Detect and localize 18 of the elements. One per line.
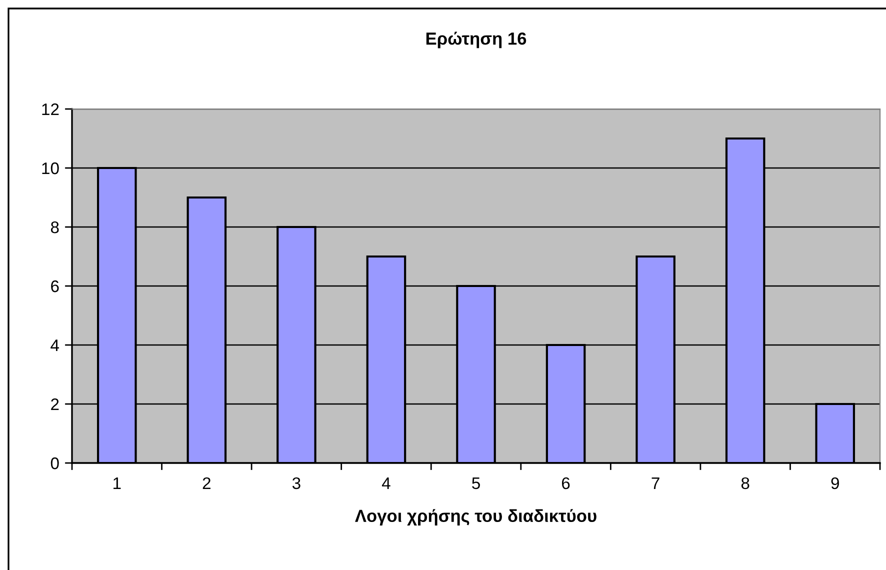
- x-tick-label: 9: [831, 477, 839, 490]
- x-tick-label: 3: [292, 477, 300, 490]
- x-tick-label: 8: [741, 477, 750, 490]
- x-tick-label: 6: [562, 477, 570, 490]
- y-tick-label: 10: [42, 162, 59, 174]
- x-tick-label: 2: [202, 477, 210, 489]
- x-tick-label: 7: [652, 478, 660, 489]
- y-tick-label: 12: [42, 103, 59, 116]
- x-tick-label: 4: [382, 478, 390, 489]
- y-tick-label: 8: [50, 221, 59, 234]
- x-axis-title: Λογοι χρήσης του διαδικτύου: [355, 509, 596, 526]
- x-tick-label: 5: [472, 478, 480, 490]
- y-tick-label: 6: [51, 280, 59, 292]
- y-tick-label: 0: [50, 457, 59, 470]
- y-tick-label: 4: [50, 340, 60, 352]
- y-tick-label: 2: [51, 398, 59, 410]
- chart-title: Ερώτηση 16: [426, 32, 526, 48]
- x-tick-label: 1: [114, 478, 121, 489]
